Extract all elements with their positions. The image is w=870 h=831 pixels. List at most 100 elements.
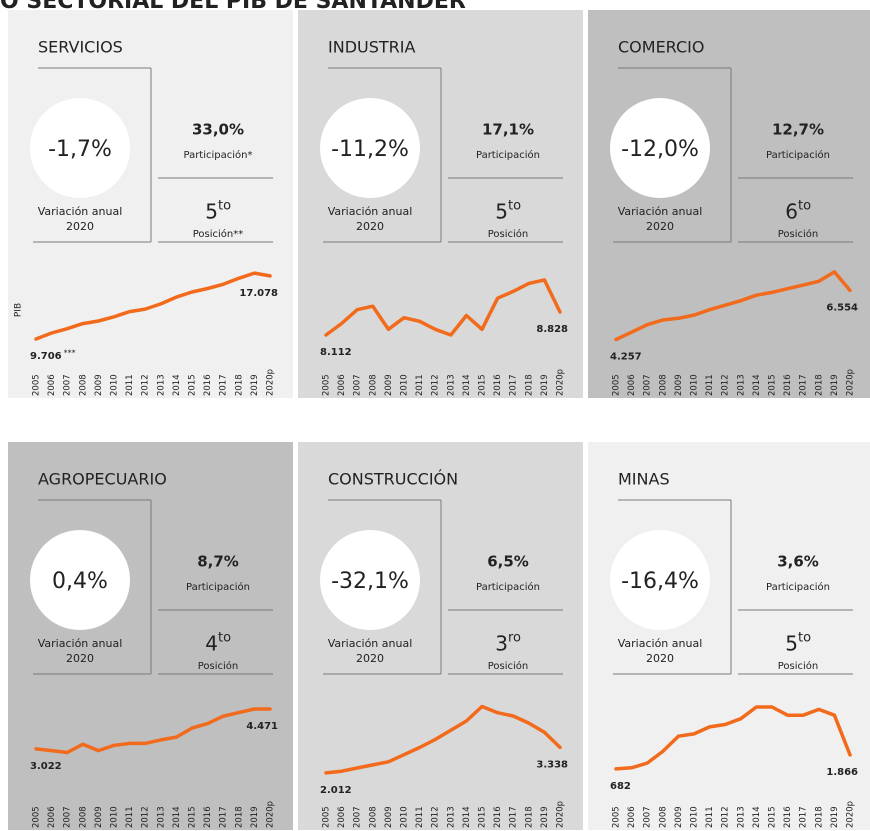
data-line <box>324 278 562 337</box>
value-label: 9.706 <box>30 351 62 362</box>
x-tick-label: 2007 <box>643 374 653 396</box>
variation-label: Variación anual <box>618 205 703 218</box>
x-tick-label: 2013 <box>736 374 746 396</box>
data-line <box>614 270 852 342</box>
x-tick-label: 2016 <box>203 374 213 396</box>
x-tick-label: 2015 <box>188 374 198 396</box>
data-line <box>324 704 562 775</box>
share-label: Participación <box>766 581 830 593</box>
x-tick-label: 2015 <box>188 806 198 828</box>
x-tick-label: 2014 <box>752 374 762 396</box>
rank-suffix: to <box>508 199 521 214</box>
rank-label: Posición** <box>193 228 244 240</box>
share-value: 3,6% <box>777 553 819 571</box>
rank-value: 5 <box>495 200 508 224</box>
x-tick-label: 2016 <box>783 806 793 828</box>
sector-panel: SERVICIOS -1,7% Variación anual 2020 33,0% Pa… <box>8 10 293 398</box>
x-tick-label: 2010 <box>690 806 700 828</box>
x-tick-label: 2009 <box>384 806 394 828</box>
x-tick-label: 2020p <box>846 801 856 828</box>
variation-circle <box>30 530 130 630</box>
x-tick-label: 2008 <box>658 374 668 396</box>
x-tick-label: 2018 <box>814 374 824 396</box>
x-tick-label: 2009 <box>674 806 684 828</box>
value-label: 2.012 <box>320 785 352 796</box>
x-tick-label: 2014 <box>752 806 762 828</box>
x-tick-label: 2012 <box>141 374 151 396</box>
sector-title: AGROPECUARIO <box>38 470 167 489</box>
x-tick-label: 2005 <box>322 806 332 828</box>
share-label: Participación <box>476 149 540 161</box>
x-tick-label: 2018 <box>524 374 534 396</box>
x-tick-label: 2019 <box>250 806 260 828</box>
x-tick-label: 2017 <box>219 806 229 828</box>
x-tick-label: 2007 <box>643 806 653 828</box>
x-tick-label: 2020p <box>266 369 276 396</box>
sector-panel: INDUSTRIA -11,2% Variación anual 2020 17,1% P… <box>298 10 583 398</box>
variation-label: Variación anual <box>328 637 413 650</box>
rank-value: 5 <box>205 200 218 224</box>
variation-label: Variación anual <box>38 637 123 650</box>
x-tick-label: 2008 <box>78 374 88 396</box>
x-tick-label: 2015 <box>478 806 488 828</box>
x-tick-label: 2014 <box>172 806 182 828</box>
rank-suffix: to <box>218 631 231 646</box>
x-tick-label: 2012 <box>721 374 731 396</box>
value-label: 682 <box>610 781 631 792</box>
x-tick-label: 2014 <box>462 806 472 828</box>
value-label: 4.471 <box>246 721 278 732</box>
rank-suffix: to <box>798 631 811 646</box>
variation-circle <box>30 98 130 198</box>
x-tick-label: 2015 <box>768 374 778 396</box>
value-label: 4.257 <box>610 352 642 363</box>
x-tick-label: 2013 <box>156 374 166 396</box>
x-tick-label: 2007 <box>63 374 73 396</box>
x-tick-label: 2007 <box>63 806 73 828</box>
x-tick-label: 2006 <box>627 374 637 396</box>
sector-title: CONSTRUCCIÓN <box>328 470 458 489</box>
variation-label: Variación anual <box>328 205 413 218</box>
x-tick-label: 2011 <box>705 806 715 828</box>
x-tick-label: 2011 <box>415 806 425 828</box>
x-tick-label: 2017 <box>799 374 809 396</box>
x-tick-label: 2013 <box>736 806 746 828</box>
x-tick-label: 2018 <box>524 806 534 828</box>
share-label: Participación* <box>183 149 252 161</box>
variation-label: 2020 <box>356 652 384 665</box>
x-tick-label: 2019 <box>540 374 550 396</box>
x-tick-label: 2005 <box>612 806 622 828</box>
x-tick-label: 2007 <box>353 374 363 396</box>
sector-panel: AGROPECUARIO 0,4% Variación anual 2020 8,7% P… <box>8 442 293 830</box>
panel-background <box>588 10 870 398</box>
value-label: 3.022 <box>30 761 62 772</box>
rank-value: 3 <box>495 632 508 656</box>
variation-value: -11,2% <box>331 137 409 162</box>
x-tick-label: 2016 <box>493 374 503 396</box>
x-tick-label: 2007 <box>353 806 363 828</box>
sector-title: MINAS <box>618 470 670 489</box>
sector-title: SERVICIOS <box>38 38 123 57</box>
variation-value: 0,4% <box>52 569 108 594</box>
x-tick-label: 2008 <box>78 806 88 828</box>
variation-circle <box>320 98 420 198</box>
x-tick-label: 2016 <box>783 374 793 396</box>
variation-label: 2020 <box>646 220 674 233</box>
value-label: 3.338 <box>536 759 568 770</box>
x-tick-label: 2011 <box>125 374 135 396</box>
rank-suffix: ro <box>508 631 521 646</box>
share-value: 12,7% <box>772 121 824 139</box>
rank-suffix: to <box>218 199 231 214</box>
x-tick-label: 2017 <box>219 374 229 396</box>
x-tick-label: 2005 <box>322 374 332 396</box>
x-tick-label: 2016 <box>203 806 213 828</box>
x-tick-label: 2010 <box>110 374 120 396</box>
x-tick-label: 2015 <box>478 374 488 396</box>
x-tick-label: 2013 <box>446 806 456 828</box>
x-tick-label: 2011 <box>705 374 715 396</box>
share-value: 8,7% <box>197 553 239 571</box>
share-label: Participación <box>476 581 540 593</box>
x-tick-label: 2006 <box>47 374 57 396</box>
x-tick-label: 2017 <box>799 806 809 828</box>
variation-circle <box>610 98 710 198</box>
variation-value: -12,0% <box>621 137 699 162</box>
